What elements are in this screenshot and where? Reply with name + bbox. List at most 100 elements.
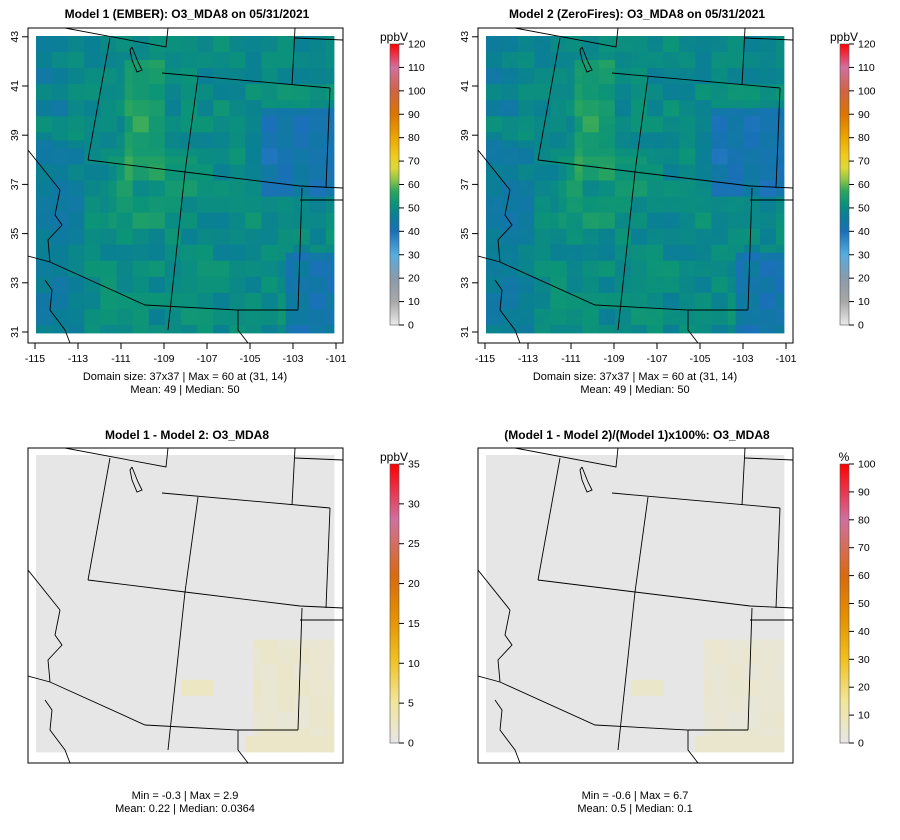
grid-cell bbox=[293, 591, 303, 600]
grid-cell bbox=[486, 164, 495, 173]
grid-cell bbox=[727, 527, 737, 536]
grid-cell bbox=[510, 308, 519, 318]
grid-cell bbox=[727, 68, 737, 77]
grid-cell bbox=[108, 180, 117, 189]
grid-cell bbox=[108, 599, 117, 608]
grid-cell bbox=[309, 308, 319, 318]
grid-cell bbox=[606, 575, 616, 584]
grid-cell bbox=[253, 244, 262, 254]
grid-cell bbox=[229, 647, 238, 657]
grid-cell bbox=[76, 84, 85, 93]
grid-cell bbox=[759, 260, 769, 270]
grid-cell bbox=[140, 292, 150, 302]
grid-cell bbox=[44, 679, 53, 689]
grid-cell bbox=[743, 527, 753, 536]
grid-cell bbox=[293, 599, 303, 608]
grid-cell bbox=[639, 180, 648, 189]
grid-cell bbox=[502, 148, 511, 157]
grid-cell bbox=[317, 260, 327, 270]
grid-cell bbox=[293, 471, 303, 480]
grid-cell bbox=[590, 551, 600, 560]
grid-cell bbox=[622, 44, 632, 53]
grid-cell bbox=[574, 252, 584, 262]
grid-cell bbox=[180, 260, 190, 270]
grid-cell bbox=[277, 647, 287, 657]
grid-cell bbox=[526, 503, 535, 512]
grid-cell bbox=[84, 180, 93, 189]
grid-cell bbox=[100, 252, 109, 262]
grid-cell bbox=[325, 575, 335, 584]
grid-cell bbox=[735, 260, 745, 270]
colorbar-tick-label: 20 bbox=[858, 273, 870, 285]
grid-cell bbox=[52, 679, 61, 689]
grid-cell bbox=[213, 44, 222, 53]
grid-cell bbox=[277, 236, 287, 246]
grid-cell bbox=[132, 228, 142, 238]
grid-cell bbox=[494, 268, 503, 278]
grid-cell bbox=[44, 108, 53, 117]
grid-cell bbox=[60, 44, 69, 53]
grid-cell bbox=[293, 188, 303, 197]
grid-cell bbox=[671, 132, 680, 141]
grid-cell bbox=[542, 543, 551, 552]
grid-cell bbox=[550, 527, 559, 536]
grid-cell bbox=[116, 495, 125, 504]
grid-cell bbox=[253, 719, 262, 729]
grid-cell bbox=[293, 703, 303, 713]
grid-cell bbox=[719, 575, 729, 584]
grid-cell bbox=[221, 735, 230, 745]
grid-cell bbox=[205, 495, 214, 504]
grid-cell bbox=[735, 116, 745, 125]
colorbar-tick-label: 0 bbox=[858, 320, 864, 332]
grid-cell bbox=[614, 36, 624, 45]
grid-cell bbox=[213, 92, 222, 101]
grid-cell bbox=[172, 511, 182, 520]
grid-cell bbox=[639, 116, 648, 125]
grid-cell bbox=[751, 292, 761, 302]
grid-cell bbox=[606, 535, 616, 544]
grid-cell bbox=[148, 100, 158, 109]
grid-cell bbox=[237, 188, 246, 197]
grid-cell bbox=[253, 164, 262, 173]
grid-cell bbox=[502, 535, 511, 544]
grid-cell bbox=[518, 300, 527, 310]
grid-cell bbox=[237, 487, 246, 496]
grid-cell bbox=[76, 511, 85, 520]
grid-cell bbox=[317, 487, 327, 496]
grid-cell bbox=[189, 487, 198, 496]
grid-cell bbox=[277, 284, 287, 294]
grid-cell bbox=[277, 156, 287, 165]
grid-cell bbox=[325, 324, 335, 334]
grid-cell bbox=[156, 463, 166, 472]
grid-cell bbox=[695, 228, 704, 238]
grid-cell bbox=[253, 655, 262, 665]
grid-cell bbox=[574, 132, 584, 141]
grid-cell bbox=[598, 495, 608, 504]
grid-cell bbox=[124, 591, 134, 600]
grid-cell bbox=[164, 543, 174, 552]
grid-cell bbox=[76, 639, 85, 649]
grid-cell bbox=[639, 308, 648, 318]
grid-cell bbox=[52, 124, 61, 133]
grid-cell bbox=[237, 124, 246, 133]
grid-cell bbox=[727, 140, 737, 149]
grid-cell bbox=[293, 100, 303, 109]
grid-cell bbox=[180, 455, 190, 464]
grid-cell bbox=[221, 100, 230, 109]
grid-cell bbox=[582, 108, 592, 117]
grid-cell bbox=[205, 503, 214, 512]
grid-cell bbox=[44, 487, 53, 496]
grid-cell bbox=[325, 687, 335, 697]
grid-cell bbox=[156, 599, 166, 608]
grid-cell bbox=[197, 631, 206, 641]
grid-cell bbox=[277, 479, 287, 488]
grid-cell bbox=[221, 511, 230, 520]
grid-cell bbox=[164, 220, 174, 230]
grid-cell bbox=[124, 719, 134, 729]
grid-cell bbox=[116, 92, 125, 101]
grid-cell bbox=[116, 292, 125, 302]
grid-cell bbox=[687, 284, 696, 294]
grid-cell bbox=[229, 140, 238, 149]
grid-cell bbox=[100, 471, 109, 480]
grid-cell bbox=[663, 236, 672, 246]
